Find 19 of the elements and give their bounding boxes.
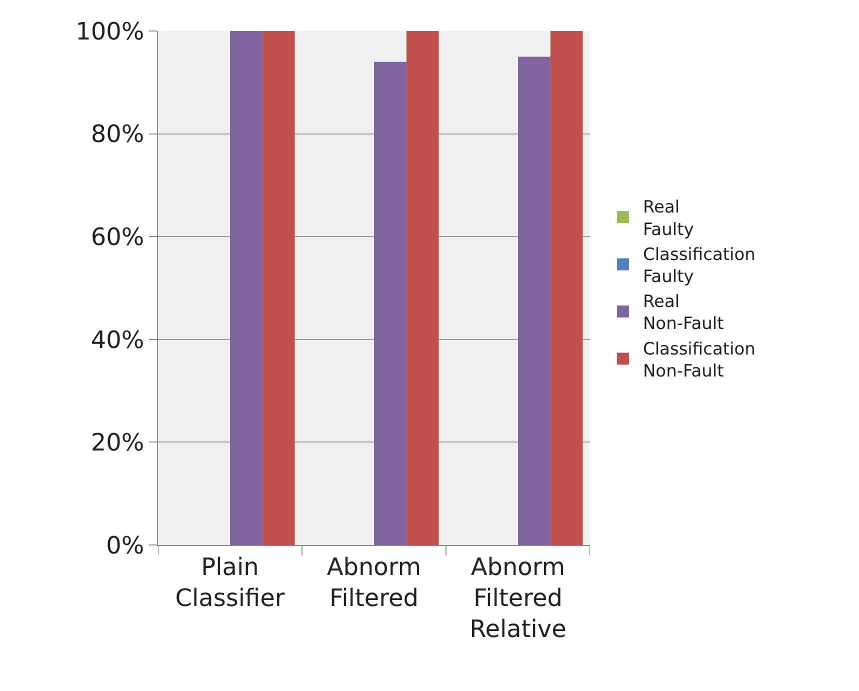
legend-label: Classification Faulty	[642, 244, 756, 287]
x-tick-label: Abnorm Filtered Relative	[470, 552, 566, 644]
y-tick-label: 40%	[90, 326, 144, 354]
y-tick-label: 100%	[76, 17, 144, 46]
bar	[262, 31, 295, 545]
x-tick-label: Abnorm Filtered	[326, 552, 422, 612]
bar	[230, 31, 262, 545]
y-tick-label: 20%	[90, 428, 144, 457]
legend-label: Real Faulty	[642, 198, 694, 240]
bar	[406, 31, 439, 545]
x-tick-label: Plain Classifier	[175, 552, 285, 612]
bar	[550, 31, 583, 545]
bar	[374, 62, 406, 545]
legend-label: Real Non-Fault	[642, 292, 724, 334]
y-tick-label: 60%	[90, 223, 144, 251]
bar	[518, 56, 550, 545]
y-tick-label: 0%	[106, 531, 144, 560]
y-tick-label: 80%	[90, 120, 144, 148]
legend-label: Classification Non-Fault	[642, 339, 756, 382]
